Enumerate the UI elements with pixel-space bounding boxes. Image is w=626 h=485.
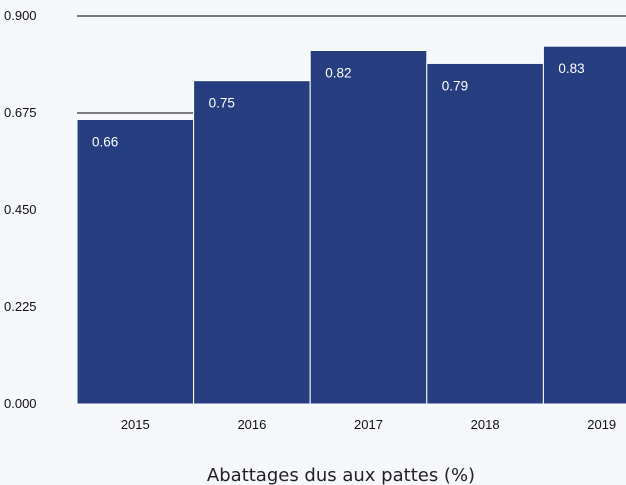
bar-value-label: 0.82 (325, 65, 351, 80)
x-tick-label: 2015 (121, 417, 150, 432)
x-tick-label: 2017 (354, 417, 383, 432)
bar-value-label: 0.75 (209, 96, 235, 111)
y-tick-label: 0.000 (4, 396, 37, 411)
x-tick-label: 2019 (587, 417, 616, 432)
bar (542, 45, 626, 405)
y-tick-label: 0.675 (4, 105, 37, 120)
bar-value-label: 0.79 (442, 78, 468, 93)
y-tick-label: 0.225 (4, 299, 37, 314)
bar-value-label: 0.66 (92, 134, 118, 149)
bar (426, 62, 544, 405)
x-tick-label: 2018 (471, 417, 500, 432)
y-tick-label: 0.450 (4, 202, 37, 217)
x-tick-label: 2016 (237, 417, 266, 432)
x-axis-title: Abattages dus aux pattes (%) (207, 465, 475, 485)
y-tick-label: 0.900 (4, 8, 37, 23)
bar (309, 49, 428, 405)
bars: 0.66 0.75 0.82 0.79 0.83 (76, 45, 626, 405)
bar-value-label: 0.83 (558, 61, 584, 76)
bar (76, 118, 195, 405)
bar (193, 80, 311, 405)
y-axis-ticks: 0.000 0.225 0.450 0.675 0.900 (4, 8, 37, 411)
x-axis-ticks: 2015 2016 2017 2018 2019 (121, 417, 616, 432)
